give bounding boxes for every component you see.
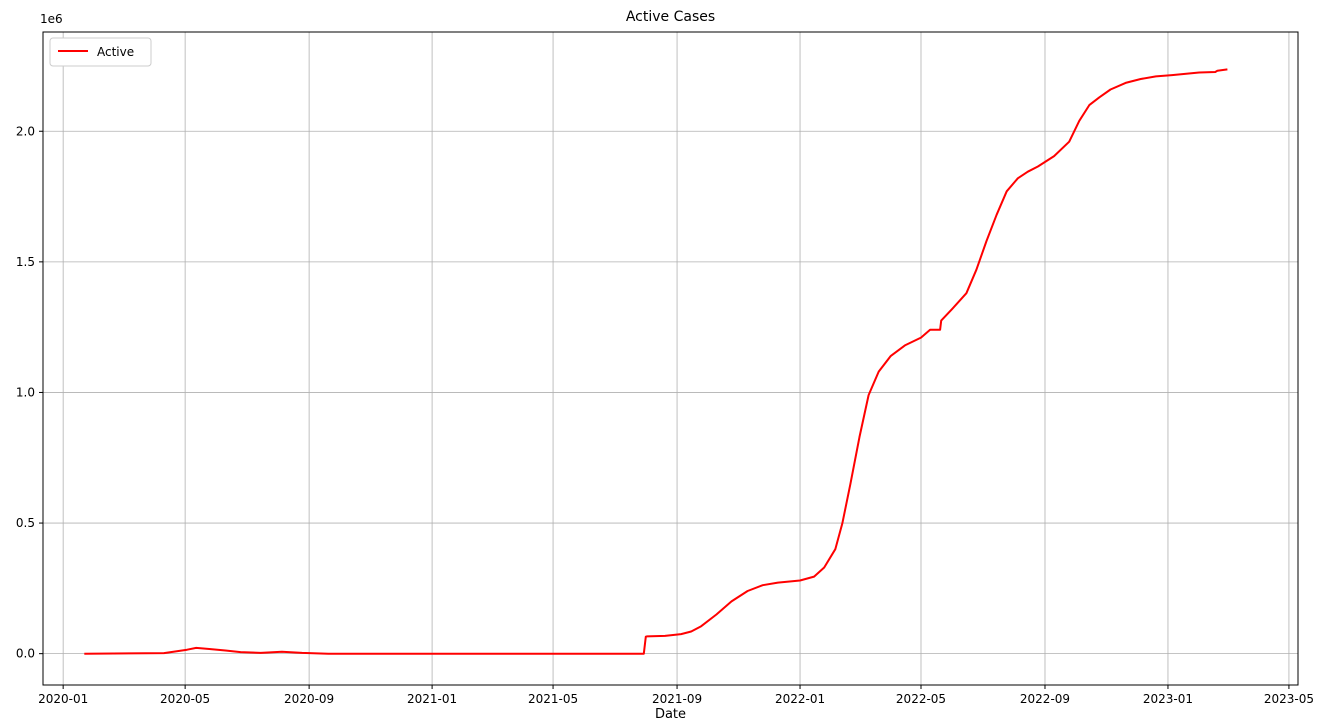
x-tick-label: 2023-01 [1143, 692, 1193, 706]
x-tick-label: 2020-09 [284, 692, 334, 706]
legend: Active [49, 37, 152, 67]
legend-box [49, 37, 152, 67]
series-line-active [84, 68, 1228, 655]
y-tick-label: 0.0 [16, 647, 35, 661]
y-axis-offset-label: 1e6 [40, 12, 63, 26]
x-tick-label: 2023-05 [1264, 692, 1314, 706]
x-tick-label: 2022-01 [775, 692, 825, 706]
x-tick-label: 2022-05 [896, 692, 946, 706]
grid-lines [43, 32, 1298, 685]
y-tick-label: 0.5 [16, 516, 35, 530]
y-tick-label: 1.0 [16, 385, 35, 399]
chart-title: Active Cases [626, 9, 715, 25]
plot-frame [42, 31, 1299, 686]
y-tick-label: 2.0 [16, 124, 35, 138]
tick-layer: 2020-01 2020-05 2020-09 2021-01 2021-05 2021-… [16, 124, 1314, 706]
x-tick-label: 2021-05 [528, 692, 578, 706]
y-tick-label: 1.5 [16, 255, 35, 269]
x-tick-label: 2022-09 [1020, 692, 1070, 706]
x-tick-label: 2021-09 [652, 692, 702, 706]
x-tick-label: 2021-01 [407, 692, 457, 706]
series-layer [84, 68, 1228, 655]
x-tick-label: 2020-01 [38, 692, 88, 706]
x-tick-label: 2020-05 [160, 692, 210, 706]
x-axis-label: Date [655, 707, 686, 720]
legend-label-active: Active [97, 45, 134, 59]
